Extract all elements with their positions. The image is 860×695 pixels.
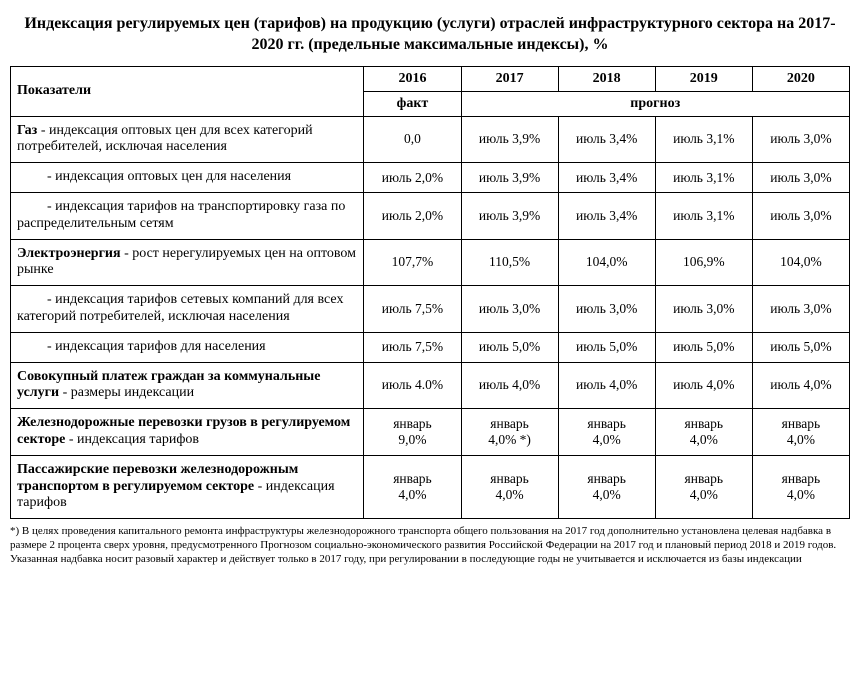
cell-value: июль 3,1% (655, 163, 752, 193)
cell-value: июль 7,5% (364, 286, 461, 333)
tariff-table: Показатели 2016 2017 2018 2019 2020 факт… (10, 66, 850, 520)
cell-value: июль 2,0% (364, 163, 461, 193)
col-2017: 2017 (461, 66, 558, 91)
table-row: Пассажирские перевозки железнодорожным т… (11, 455, 850, 518)
cell-value: июль 3,1% (655, 116, 752, 163)
cell-value: июль 3,0% (558, 286, 655, 333)
table-body: Газ - индексация оптовых цен для всех ка… (11, 116, 850, 519)
col-2020: 2020 (752, 66, 849, 91)
cell-value: июль 3,1% (655, 192, 752, 239)
cell-value: июль 4,0% (461, 362, 558, 409)
row-label: Электроэнергия - рост нерегулируемых цен… (11, 239, 364, 286)
cell-value: июль 3,4% (558, 163, 655, 193)
page-title: Индексация регулируемых цен (тарифов) на… (10, 14, 850, 56)
col-2016: 2016 (364, 66, 461, 91)
cell-value: июль 5,0% (655, 332, 752, 362)
cell-value: июль 3,0% (752, 163, 849, 193)
row-label: - индексация оптовых цен для населения (11, 163, 364, 193)
cell-value: январь4,0% *) (461, 409, 558, 456)
cell-value: 106,9% (655, 239, 752, 286)
cell-value: январь4,0% (558, 455, 655, 518)
cell-value: январь9,0% (364, 409, 461, 456)
cell-value: 107,7% (364, 239, 461, 286)
row-label: - индексация тарифов сетевых компаний дл… (11, 286, 364, 333)
cell-value: июль 3,0% (752, 192, 849, 239)
cell-value: январь4,0% (752, 455, 849, 518)
row-label: Железнодорожные перевозки грузов в регул… (11, 409, 364, 456)
table-row: - индексация оптовых цен для населенияию… (11, 163, 850, 193)
cell-value: январь4,0% (752, 409, 849, 456)
cell-value: 0,0 (364, 116, 461, 163)
cell-value: январь4,0% (655, 455, 752, 518)
cell-value: 104,0% (558, 239, 655, 286)
cell-value: июль 3,4% (558, 192, 655, 239)
table-row: - индексация тарифов для населенияиюль 7… (11, 332, 850, 362)
cell-value: июль 7,5% (364, 332, 461, 362)
col-indicators: Показатели (11, 66, 364, 116)
col-forecast: прогноз (461, 91, 849, 116)
row-label: Пассажирские перевозки железнодорожным т… (11, 455, 364, 518)
cell-value: июль 5,0% (461, 332, 558, 362)
table-row: Железнодорожные перевозки грузов в регул… (11, 409, 850, 456)
cell-value: январь4,0% (461, 455, 558, 518)
row-label: - индексация тарифов на транспортировку … (11, 192, 364, 239)
cell-value: июль 3,9% (461, 192, 558, 239)
footnote: *) В целях проведения капитального ремон… (10, 525, 850, 566)
cell-value: июль 4,0% (558, 362, 655, 409)
cell-value: июль 3,9% (461, 163, 558, 193)
cell-value: июль 4,0% (655, 362, 752, 409)
cell-value: июль 3,0% (655, 286, 752, 333)
cell-value: июль 5,0% (752, 332, 849, 362)
table-row: - индексация тарифов на транспортировку … (11, 192, 850, 239)
row-label: Совокупный платеж граждан за коммунальны… (11, 362, 364, 409)
cell-value: 104,0% (752, 239, 849, 286)
cell-value: июль 3,0% (752, 286, 849, 333)
table-row: Газ - индексация оптовых цен для всех ка… (11, 116, 850, 163)
row-label: Газ - индексация оптовых цен для всех ка… (11, 116, 364, 163)
cell-value: июль 3,4% (558, 116, 655, 163)
col-2019: 2019 (655, 66, 752, 91)
cell-value: январь4,0% (558, 409, 655, 456)
cell-value: 110,5% (461, 239, 558, 286)
cell-value: июль 2,0% (364, 192, 461, 239)
cell-value: январь4,0% (655, 409, 752, 456)
table-row: Электроэнергия - рост нерегулируемых цен… (11, 239, 850, 286)
cell-value: июль 3,0% (461, 286, 558, 333)
cell-value: июль 3,0% (752, 116, 849, 163)
cell-value: июль 5,0% (558, 332, 655, 362)
cell-value: январь4,0% (364, 455, 461, 518)
row-label: - индексация тарифов для населения (11, 332, 364, 362)
cell-value: июль 4,0% (752, 362, 849, 409)
col-fact: факт (364, 91, 461, 116)
col-2018: 2018 (558, 66, 655, 91)
cell-value: июль 4.0% (364, 362, 461, 409)
table-row: - индексация тарифов сетевых компаний дл… (11, 286, 850, 333)
table-row: Совокупный платеж граждан за коммунальны… (11, 362, 850, 409)
cell-value: июль 3,9% (461, 116, 558, 163)
